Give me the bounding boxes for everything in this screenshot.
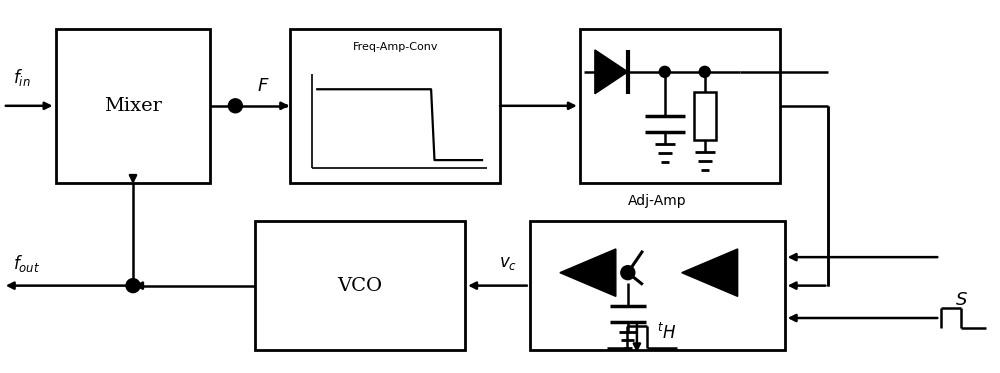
Circle shape bbox=[699, 66, 710, 77]
Bar bbox=[580, 29, 780, 183]
Bar bbox=[694, 92, 716, 140]
Text: $^tH$: $^tH$ bbox=[657, 322, 677, 342]
Bar bbox=[255, 221, 465, 350]
Text: $F$: $F$ bbox=[257, 77, 269, 95]
Bar bbox=[530, 221, 785, 350]
Text: $f_{in}$: $f_{in}$ bbox=[13, 68, 30, 88]
Text: $f_{out}$: $f_{out}$ bbox=[13, 253, 40, 274]
Text: Freq-Amp-Conv: Freq-Amp-Conv bbox=[352, 42, 438, 52]
Text: $v_c$: $v_c$ bbox=[499, 255, 517, 272]
Text: $S$: $S$ bbox=[955, 291, 968, 309]
Bar bbox=[56, 29, 210, 183]
Circle shape bbox=[126, 279, 140, 292]
Bar bbox=[290, 29, 500, 183]
Text: Mixer: Mixer bbox=[104, 97, 162, 115]
Polygon shape bbox=[595, 50, 628, 94]
Text: VCO: VCO bbox=[338, 277, 383, 295]
Circle shape bbox=[228, 99, 242, 113]
Polygon shape bbox=[682, 249, 738, 297]
Circle shape bbox=[621, 266, 635, 280]
Polygon shape bbox=[560, 249, 616, 297]
Text: Adj-Amp: Adj-Amp bbox=[628, 194, 687, 208]
Circle shape bbox=[659, 66, 670, 77]
